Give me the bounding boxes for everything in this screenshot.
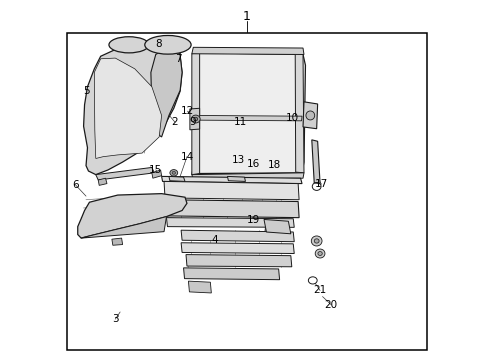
Ellipse shape [144,36,191,54]
Ellipse shape [172,171,175,174]
Polygon shape [151,47,182,137]
Ellipse shape [305,111,314,120]
Ellipse shape [193,117,197,121]
Polygon shape [81,217,166,238]
Polygon shape [185,255,291,267]
Polygon shape [161,176,302,184]
Ellipse shape [315,249,325,258]
Polygon shape [191,53,305,175]
Text: 8: 8 [155,40,161,49]
Ellipse shape [191,115,200,123]
Text: 18: 18 [267,160,281,170]
Polygon shape [192,116,302,121]
Polygon shape [311,140,320,184]
Polygon shape [166,218,294,227]
Polygon shape [191,173,304,179]
Ellipse shape [314,239,319,243]
Polygon shape [181,230,294,242]
Text: 20: 20 [324,300,337,310]
Text: 2: 2 [171,117,178,127]
Text: 6: 6 [72,180,79,190]
Text: 17: 17 [314,179,327,189]
Text: 19: 19 [246,215,259,225]
Polygon shape [163,200,299,218]
Text: 3: 3 [112,314,119,324]
Polygon shape [98,178,107,185]
Text: 21: 21 [313,285,326,296]
Polygon shape [78,194,186,238]
Polygon shape [295,53,304,173]
Ellipse shape [169,170,177,176]
Polygon shape [191,47,304,54]
Text: 4: 4 [210,235,217,245]
Polygon shape [181,243,294,253]
Polygon shape [112,238,122,245]
Ellipse shape [311,236,322,246]
Polygon shape [168,176,184,181]
Text: 9: 9 [189,117,195,127]
Polygon shape [94,58,161,158]
Text: 15: 15 [149,165,162,175]
Polygon shape [96,167,154,180]
Polygon shape [83,45,182,175]
Text: 14: 14 [180,152,193,162]
Polygon shape [189,108,199,130]
Polygon shape [163,181,299,200]
Bar [66,33,427,350]
Text: 7: 7 [175,54,182,64]
Ellipse shape [317,252,322,256]
Polygon shape [152,170,161,178]
Ellipse shape [109,37,149,53]
Text: 1: 1 [243,10,250,23]
Polygon shape [191,53,199,175]
Polygon shape [183,268,279,280]
Text: 11: 11 [233,117,247,127]
Text: 10: 10 [285,113,298,123]
Polygon shape [227,176,245,181]
Text: 5: 5 [82,86,89,96]
Text: 16: 16 [246,159,259,169]
Polygon shape [264,220,290,234]
Text: 12: 12 [181,106,194,116]
Polygon shape [303,102,317,129]
Text: 13: 13 [231,155,245,165]
Polygon shape [188,281,211,293]
